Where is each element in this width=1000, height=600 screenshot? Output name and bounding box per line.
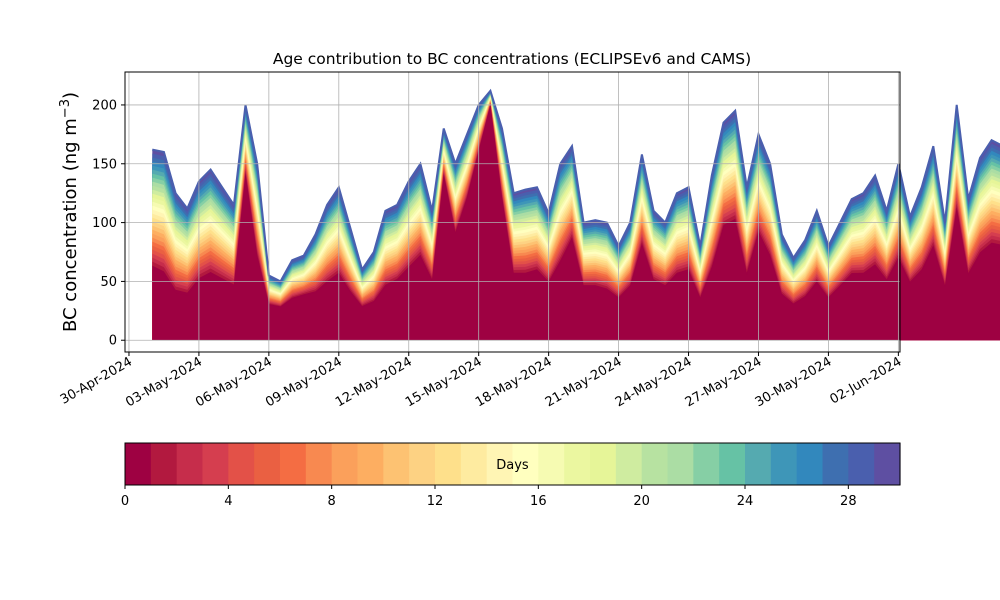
colorbar-tick-label: 28 — [840, 494, 857, 509]
colorbar-swatch — [202, 443, 229, 485]
x-tick-label: 24-May-2024 — [613, 354, 695, 410]
plot-area: 0 50 100 150 200 30-Apr-202403-May-202406-May… — [58, 71, 1000, 410]
colorbar-swatch — [719, 443, 746, 485]
axes-frame — [124, 71, 901, 353]
x-tick-label: 27-May-2024 — [683, 354, 765, 410]
y-axis-label-superscript: −3 — [58, 99, 73, 118]
x-tick-label: 03-May-2024 — [123, 354, 205, 410]
chart-title: Age contribution to BC concentrations (E… — [273, 50, 751, 68]
colorbar-tick-label: 24 — [737, 494, 754, 509]
colorbar-swatch — [409, 443, 436, 485]
colorbar-swatch — [331, 443, 359, 485]
colorbar-swatch — [357, 443, 384, 485]
colorbar-frame — [124, 442, 901, 486]
colorbar-swatch — [874, 443, 901, 485]
x-tick-label: 09-May-2024 — [263, 354, 345, 410]
y-tick-label: 100 — [92, 216, 117, 231]
total-line — [152, 88, 1000, 283]
colorbar-tick-label: 12 — [427, 494, 444, 509]
age-layer-fresh — [152, 104, 1000, 341]
colorbar-tick-label: 16 — [530, 494, 547, 509]
colorbar-swatch — [383, 443, 410, 485]
colorbar-tick-label: 8 — [328, 494, 336, 509]
colorbar-swatch — [667, 443, 694, 485]
colorbar-tick-label: 20 — [633, 494, 650, 509]
colorbar-swatch — [305, 443, 333, 485]
y-tick-label: 150 — [92, 157, 117, 172]
colorbar-swatch — [770, 443, 798, 485]
colorbar-swatch — [590, 443, 617, 485]
colorbar-swatch — [435, 443, 462, 485]
x-tick-label: 30-Apr-2024 — [58, 354, 135, 407]
colorbar-swatch — [176, 443, 204, 485]
colorbar-swatch — [512, 443, 539, 485]
colorbar-swatch — [745, 443, 772, 485]
y-tick-label: 50 — [100, 275, 117, 290]
colorbar-swatch — [280, 443, 307, 485]
colorbar-swatch — [796, 443, 824, 485]
y-axis-label: BC concentration (ng m−3) — [58, 92, 81, 332]
age-layer-11 — [152, 99, 1000, 341]
x-tick-label: 12-May-2024 — [333, 354, 415, 410]
colorbar-swatch — [228, 443, 255, 485]
x-tick-label: 21-May-2024 — [543, 354, 625, 410]
colorbar-swatch — [254, 443, 281, 485]
colorbar-swatch — [615, 443, 643, 485]
colorbar-swatch — [538, 443, 565, 485]
colorbar-swatch — [848, 443, 875, 485]
x-tick-label: 15-May-2024 — [403, 354, 485, 410]
colorbar-tick-label: 4 — [224, 494, 232, 509]
colorbar-swatch — [486, 443, 514, 485]
x-tick-label: 18-May-2024 — [473, 354, 555, 410]
colorbar-swatch — [641, 443, 669, 485]
y-tick-label: 200 — [92, 98, 117, 113]
colorbar-swatch — [693, 443, 720, 485]
colorbar-swatch — [564, 443, 591, 485]
colorbar-swatch — [125, 443, 152, 485]
x-tick-label: 02-Jun-2024 — [828, 354, 905, 407]
age-layers — [152, 88, 1000, 341]
colorbar-swatch — [150, 443, 178, 485]
colorbar-tick-label: 0 — [121, 494, 129, 509]
colorbar-swatch — [460, 443, 488, 485]
colorbar-swatch — [822, 443, 849, 485]
y-tick-label: 0 — [109, 334, 117, 349]
colorbar-label: Days — [496, 458, 529, 473]
colorbar: Days 0 4 8 12 16 20 24 28 — [121, 442, 901, 509]
x-tick-label: 06-May-2024 — [193, 354, 275, 410]
x-tick-label: 30-May-2024 — [753, 354, 835, 410]
